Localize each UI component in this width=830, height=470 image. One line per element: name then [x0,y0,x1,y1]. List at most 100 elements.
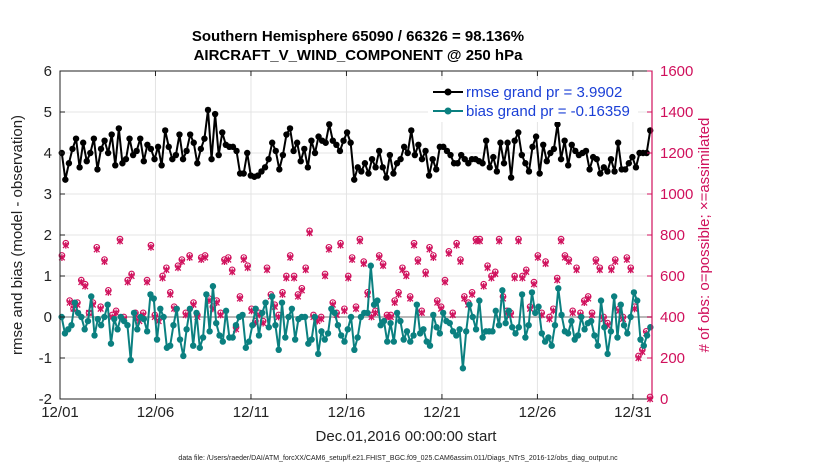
bias-point [78,313,85,321]
obs-assimilated-point [553,276,561,284]
obs-assimilated-point [406,295,414,302]
rmse-point [79,139,87,146]
bias-point [459,365,467,372]
rmse-point [351,176,358,183]
rmse-point [375,147,383,155]
bias-point [104,301,111,308]
bias-point [538,330,546,337]
bias-point [239,311,246,319]
bias-point [255,332,263,339]
bias-point [107,340,115,347]
rmse-point [151,155,158,163]
rmse-point [265,155,272,163]
rmse-point [490,153,497,161]
rmse-point [390,170,397,177]
rmse-point [297,158,304,165]
bias-point [594,342,601,349]
y-tick-label: 5 [44,104,52,121]
rmse-point [186,131,194,138]
obs-assimilated-point [379,262,387,270]
rmse-point [204,106,212,114]
obs-assimilated-point [511,274,518,282]
bias-point [387,319,394,327]
obs-assimilated-point [298,286,306,294]
bias-point [453,332,460,339]
bias-point [614,334,621,341]
rmse-point [507,174,515,181]
rmse-point [447,151,454,159]
obs-assimilated-point [542,260,549,268]
rmse-point [486,164,493,171]
obs-assimilated-point [201,254,209,261]
rmse-point [400,143,408,151]
bias-point [196,344,203,351]
bias-point [479,334,486,341]
rmse-point [397,155,404,163]
obs-assimilated-point [410,241,418,249]
bias-point [166,342,174,349]
bias-point [420,326,427,333]
obs-assimilated-point [588,311,596,319]
rmse-point [69,145,76,153]
y-tick-label: 6 [44,63,52,80]
obs-assimilated-point [596,266,604,274]
bias-point [81,326,88,333]
bias-point [344,326,351,333]
bias-point [380,317,388,325]
rmse-point [632,164,640,171]
rmse-point [340,137,347,144]
bias-point [587,317,595,325]
rmse-point [308,137,315,144]
bias-point [568,317,575,325]
bias-point [634,297,641,304]
y-right-tick-label: 200 [660,350,685,367]
rmse-point [333,141,340,148]
rmse-point [372,164,379,171]
obs-assimilated-point [345,274,352,282]
bias-point [601,324,608,331]
rmse-point [87,149,94,157]
bias-point [91,332,98,339]
bias-point [222,307,230,315]
rmse-point [83,158,90,165]
obs-assimilated-point [565,258,573,266]
rmse-point [104,149,112,157]
bias-point [268,293,276,300]
obs-assimilated-point [608,266,615,274]
rmse-point [283,131,290,138]
y-tick-label: 1 [44,268,52,285]
bias-point [318,328,325,335]
rmse-point [311,149,319,157]
legend-rmse-marker [444,88,452,96]
bias-point [489,328,496,335]
rmse-point [515,129,522,136]
rmse-point [454,160,461,167]
obs-assimilated-point [236,295,244,302]
rmse-point [261,164,269,171]
obs-assimilated-point [143,278,151,286]
y-right-tick-label: 800 [660,227,685,244]
bias-point [183,326,190,333]
rmse-point [365,170,372,177]
rmse-point [211,110,219,118]
obs-assimilated-point [147,243,155,251]
bias-point [581,326,588,333]
bias-point [249,322,256,329]
bias-point [545,334,552,341]
obs-assimilated-point [240,256,248,263]
y-right-tick-label: 1400 [660,104,693,121]
rmse-point [276,166,283,173]
bias-point [173,305,180,312]
rmse-point [290,147,297,155]
bias-point [637,336,644,343]
obs-assimilated-point [112,309,120,317]
rmse-point [479,160,486,167]
rmse-point [90,135,98,142]
obs-assimilated-point [66,299,73,307]
bias-point [209,283,217,290]
rmse-point [500,160,508,167]
obs-assimilated-point [101,258,108,266]
rmse-point [201,135,208,142]
rmse-point [404,149,411,157]
obs-assimilated-point [433,299,441,307]
